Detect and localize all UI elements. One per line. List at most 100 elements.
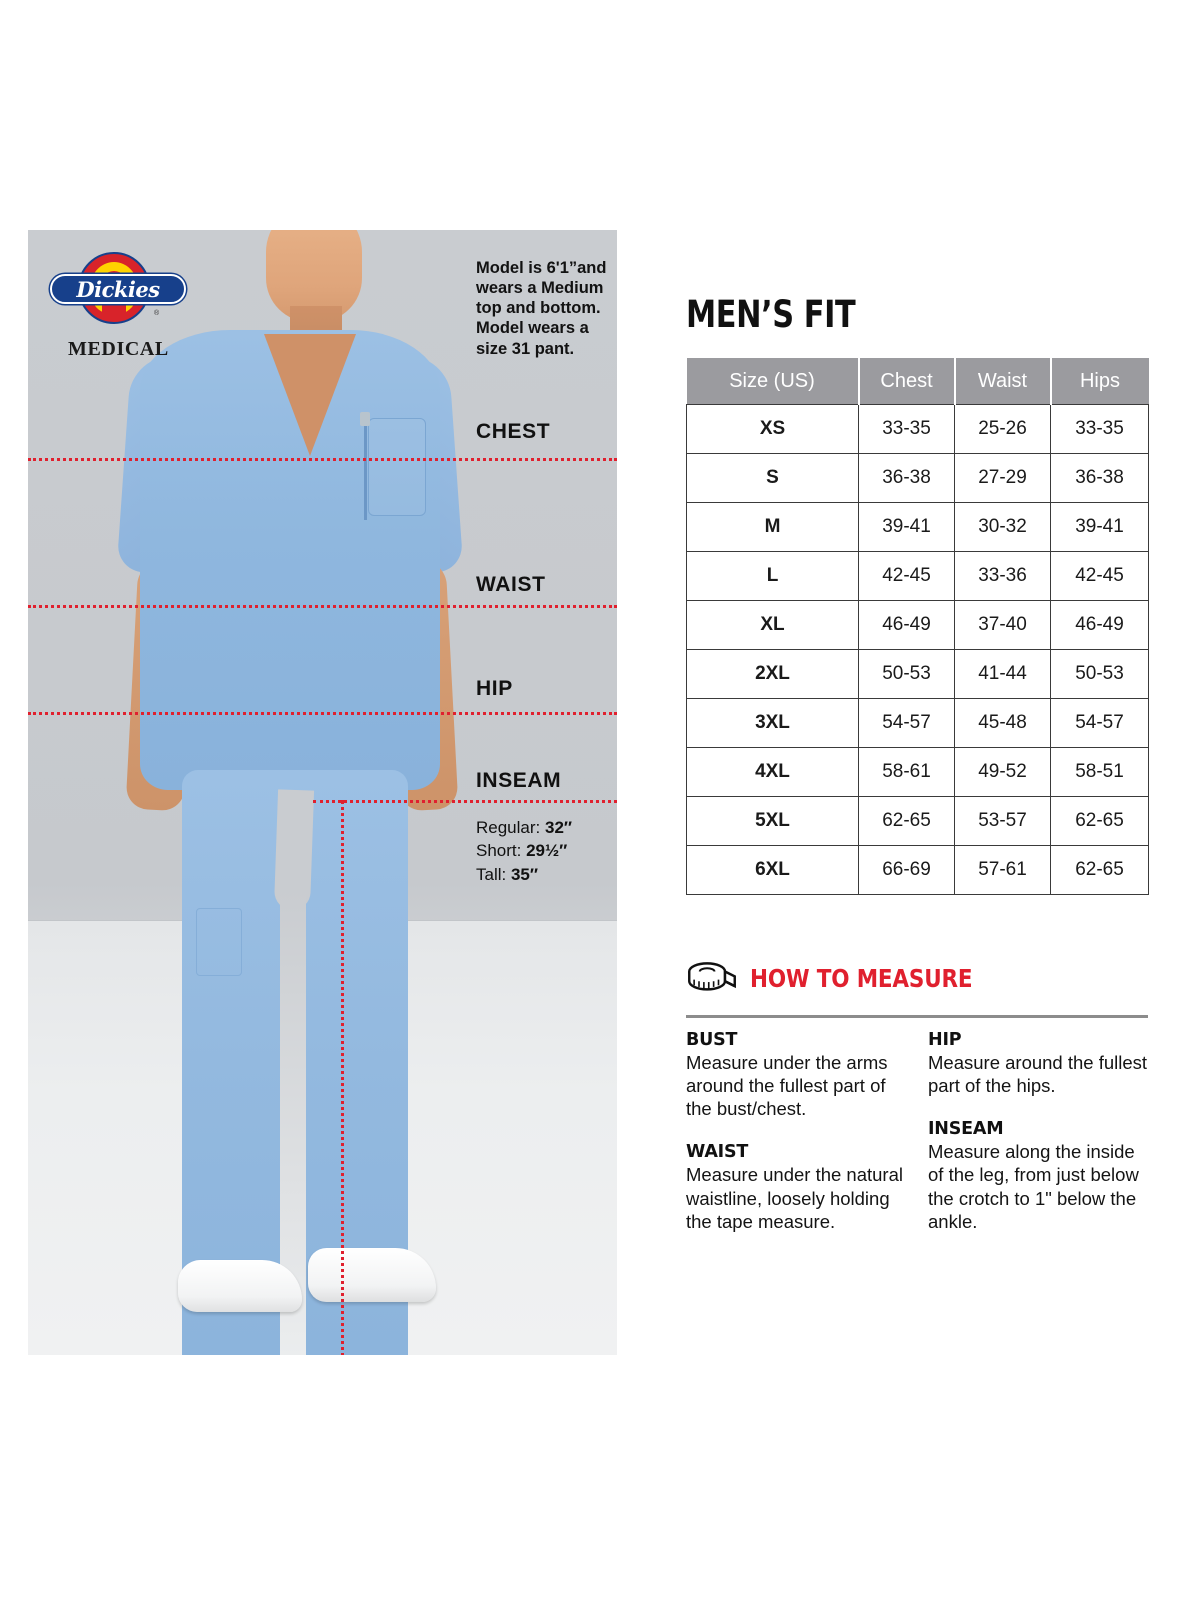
cell-waist: 41-44 bbox=[954, 649, 1051, 699]
cell-hips: 62-65 bbox=[1050, 796, 1149, 846]
measure-block-hip: HIP Measure around the fullest part of t… bbox=[928, 1030, 1148, 1097]
measure-desc-bust: Measure under the arms around the fulles… bbox=[686, 1052, 888, 1120]
cell-waist: 27-29 bbox=[954, 453, 1051, 503]
scrub-pants-cargo-pocket bbox=[196, 908, 242, 976]
measure-desc-inseam: Measure along the inside of the leg, fro… bbox=[928, 1141, 1139, 1232]
chest-guide-label: CHEST bbox=[476, 420, 551, 443]
measure-desc-hip: Measure around the fullest part of the h… bbox=[928, 1052, 1148, 1097]
scrub-top-zipper bbox=[364, 416, 367, 520]
cell-chest: 58-61 bbox=[858, 747, 955, 797]
inseam-guide-label: INSEAM bbox=[476, 769, 562, 792]
cell-waist: 57-61 bbox=[954, 845, 1051, 895]
cell-hips: 62-65 bbox=[1050, 845, 1149, 895]
cell-size: M bbox=[686, 502, 859, 552]
cell-hips: 42-45 bbox=[1050, 551, 1149, 601]
how-to-measure-header: HOW TO MEASURE bbox=[686, 958, 1009, 998]
inseam-vertical-guide-line bbox=[341, 800, 344, 1355]
cell-waist: 53-57 bbox=[954, 796, 1051, 846]
hip-guide-line bbox=[28, 712, 617, 715]
cell-chest: 36-38 bbox=[858, 453, 955, 503]
how-to-measure-title: HOW TO MEASURE bbox=[750, 963, 973, 993]
cell-waist: 33-36 bbox=[954, 551, 1051, 601]
dickies-logo: Dickies ® MEDICAL bbox=[50, 252, 200, 362]
cell-size: L bbox=[686, 551, 859, 601]
cell-size: XS bbox=[686, 404, 859, 454]
hip-guide-label: HIP bbox=[476, 677, 513, 700]
cell-waist: 25-26 bbox=[954, 404, 1051, 454]
cell-hips: 39-41 bbox=[1050, 502, 1149, 552]
inseam-short-label: Short: bbox=[476, 841, 522, 861]
cell-chest: 66-69 bbox=[858, 845, 955, 895]
measure-term-hip: HIP bbox=[928, 1030, 962, 1050]
inseam-guide-line bbox=[313, 800, 617, 803]
cell-hips: 50-53 bbox=[1050, 649, 1149, 699]
model-photo-panel: Dickies ® MEDICAL Model is 6'1”and wears… bbox=[28, 230, 617, 1355]
scrub-top-v-neck bbox=[264, 334, 356, 456]
column-header-size: Size (US) bbox=[686, 358, 860, 405]
cell-chest: 46-49 bbox=[858, 600, 955, 650]
column-header-waist: Waist bbox=[954, 358, 1052, 405]
table-row: S 36-38 27-29 36-38 bbox=[686, 453, 1149, 503]
measure-block-waist: WAIST Measure under the natural waistlin… bbox=[686, 1142, 906, 1232]
inseam-tall-row: Tall: 35″ bbox=[476, 863, 572, 886]
inseam-regular-label: Regular: bbox=[476, 818, 541, 837]
cell-size: 2XL bbox=[686, 649, 859, 699]
inseam-values: Regular: 32″ Short: 29½″ Tall: 35″ bbox=[476, 816, 572, 886]
inseam-short-row: Short: 29½″ bbox=[476, 839, 572, 862]
cell-hips: 54-57 bbox=[1050, 698, 1149, 748]
tape-measure-icon bbox=[688, 962, 736, 991]
table-row: 5XL 62-65 53-57 62-65 bbox=[686, 796, 1149, 846]
cell-waist: 49-52 bbox=[954, 747, 1051, 797]
measure-block-inseam: INSEAM Measure along the inside of the l… bbox=[928, 1119, 1148, 1233]
registered-trademark-icon: ® bbox=[154, 310, 160, 317]
measure-block-bust: BUST Measure under the arms around the f… bbox=[686, 1030, 906, 1120]
cell-hips: 58-51 bbox=[1050, 747, 1149, 797]
table-row: 2XL 50-53 41-44 50-53 bbox=[686, 649, 1149, 699]
scrub-top-zipper-pull bbox=[360, 412, 370, 426]
how-to-measure-left-column: BUST Measure under the arms around the f… bbox=[686, 1030, 906, 1255]
inseam-short-value: 29½″ bbox=[526, 841, 568, 861]
cell-waist: 45-48 bbox=[954, 698, 1051, 748]
cell-waist: 30-32 bbox=[954, 502, 1051, 552]
column-header-hips: Hips bbox=[1050, 358, 1149, 405]
logo-banner: Dickies bbox=[50, 274, 186, 304]
cell-size: 3XL bbox=[686, 698, 859, 748]
table-row: XS 33-35 25-26 33-35 bbox=[686, 404, 1149, 454]
inseam-regular-row: Regular: 32″ bbox=[476, 816, 572, 839]
size-chart-body: XS 33-35 25-26 33-35 S 36-38 27-29 36-38… bbox=[686, 404, 1149, 895]
cell-chest: 39-41 bbox=[858, 502, 955, 552]
measure-term-bust: BUST bbox=[686, 1030, 738, 1050]
measure-desc-waist: Measure under the natural waistline, loo… bbox=[686, 1164, 903, 1232]
cell-size: S bbox=[686, 453, 859, 503]
cell-chest: 42-45 bbox=[858, 551, 955, 601]
cell-size: 4XL bbox=[686, 747, 859, 797]
cell-size: 5XL bbox=[686, 796, 859, 846]
table-row: 4XL 58-61 49-52 58-51 bbox=[686, 747, 1149, 797]
how-to-measure-content: BUST Measure under the arms around the f… bbox=[686, 1030, 1148, 1255]
table-row: M 39-41 30-32 39-41 bbox=[686, 502, 1149, 552]
cell-chest: 50-53 bbox=[858, 649, 955, 699]
waist-guide-line bbox=[28, 605, 617, 608]
cell-size: 6XL bbox=[686, 845, 859, 895]
inseam-tall-label: Tall: bbox=[476, 864, 507, 884]
logo-wordmark: Dickies bbox=[76, 276, 160, 302]
inseam-tall-value: 35″ bbox=[510, 864, 539, 884]
size-chart-table: Size (US) Chest Waist Hips XS 33-35 25-2… bbox=[686, 358, 1149, 895]
measure-term-waist: WAIST bbox=[686, 1142, 749, 1163]
table-row: XL 46-49 37-40 46-49 bbox=[686, 600, 1149, 650]
shoe-right bbox=[308, 1248, 436, 1302]
cell-waist: 37-40 bbox=[954, 600, 1051, 650]
column-header-chest: Chest bbox=[858, 358, 956, 405]
cell-hips: 33-35 bbox=[1050, 404, 1149, 454]
cell-size: XL bbox=[686, 600, 859, 650]
shoe-left bbox=[178, 1260, 302, 1312]
cell-chest: 62-65 bbox=[858, 796, 955, 846]
scrub-top-chest-pocket bbox=[368, 418, 426, 516]
section-divider bbox=[686, 1015, 1148, 1018]
table-row: L 42-45 33-36 42-45 bbox=[686, 551, 1149, 601]
chest-guide-line bbox=[28, 458, 617, 461]
cell-hips: 46-49 bbox=[1050, 600, 1149, 650]
inseam-regular-value: 32″ bbox=[545, 818, 573, 837]
brand-division-label: MEDICAL bbox=[68, 338, 169, 360]
